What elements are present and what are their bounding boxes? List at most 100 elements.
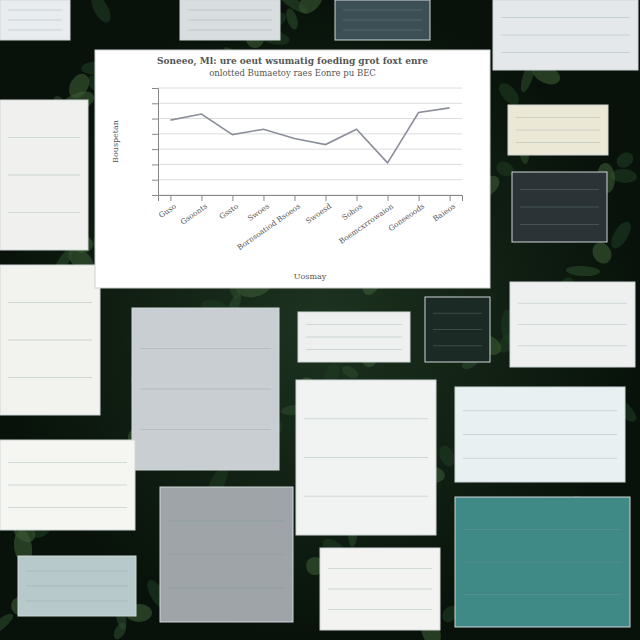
- grid-line: [158, 149, 462, 150]
- card-rule: [188, 20, 272, 21]
- card-rule: [501, 17, 630, 18]
- y-axis-title: Bouspetan: [111, 120, 120, 163]
- x-tick-mark: [201, 195, 202, 201]
- y-tick: [152, 119, 158, 120]
- leaf: [589, 239, 615, 267]
- grid-line: [158, 164, 462, 165]
- card-rule: [518, 345, 627, 346]
- x-tick-label: Sohos: [340, 202, 364, 223]
- card-rule: [8, 137, 80, 138]
- x-tick-label: Bornsoatiod Bsoeos: [235, 202, 302, 253]
- card-rule: [168, 554, 285, 555]
- x-tick: Swoes: [246, 195, 271, 223]
- card: [510, 282, 635, 367]
- x-tick: Gsoonts: [179, 195, 209, 227]
- card: [18, 556, 136, 616]
- card-rule: [463, 562, 622, 563]
- card-rule: [140, 348, 271, 349]
- y-tick-mark: [152, 88, 158, 89]
- card: [0, 440, 135, 530]
- x-tick-label: Gsoonts: [179, 202, 209, 227]
- card-rule: [343, 30, 422, 31]
- x-tick-label: Swoes: [246, 202, 271, 223]
- card-rule: [8, 462, 127, 463]
- plot-area: [170, 108, 449, 163]
- card-rule: [304, 457, 428, 458]
- x-tick-label: Baieos: [431, 202, 457, 224]
- x-tick-label: Guso: [157, 201, 178, 220]
- card-rule: [188, 30, 272, 31]
- card-rule: [306, 337, 402, 338]
- card: [512, 172, 607, 242]
- x-tick-label: Goneeoods: [387, 202, 427, 233]
- card-rule: [8, 212, 80, 213]
- x-tick: Gssto: [217, 195, 240, 221]
- grid-line: [158, 103, 462, 104]
- x-tick: Goneeoods: [387, 195, 427, 233]
- y-tick-mark: [152, 180, 158, 181]
- y-tick-mark: [152, 195, 158, 196]
- card: [0, 100, 88, 250]
- leaf: [495, 80, 523, 109]
- canvas: Soneeo, Ml: ure oeut wsumatig foeding gr…: [0, 0, 640, 640]
- card: [0, 265, 100, 415]
- x-tick-mark: [450, 195, 451, 201]
- x-tick-mark: [232, 195, 233, 201]
- card-rule: [516, 117, 600, 118]
- card-rule: [8, 377, 92, 378]
- card-rule: [304, 496, 428, 497]
- card-rule: [304, 418, 428, 419]
- leaf: [607, 219, 634, 252]
- leaf: [340, 363, 361, 381]
- x-tick: Sohos: [340, 195, 364, 222]
- x-tick-mark: [263, 195, 264, 201]
- card: [508, 105, 608, 155]
- card-rule: [306, 324, 402, 325]
- x-tick-mark: [326, 195, 327, 201]
- card-rule: [463, 434, 617, 435]
- card-rule: [463, 594, 622, 595]
- y-tick-mark: [152, 119, 158, 120]
- card-rule: [433, 329, 482, 330]
- card-rule: [8, 175, 80, 176]
- x-tick-label: Gssto: [217, 201, 240, 221]
- card: [160, 487, 293, 622]
- y-tick: [152, 134, 158, 135]
- leaf: [566, 265, 600, 277]
- grid-line: [158, 118, 462, 119]
- card-rule: [520, 207, 599, 208]
- x-axis-title: Uosmay: [294, 272, 327, 281]
- card-rule: [518, 303, 627, 304]
- card-rule: [501, 35, 630, 36]
- grid-line: [158, 133, 462, 134]
- card: [335, 0, 430, 40]
- card-rule: [8, 20, 62, 21]
- title: Soneeo, Ml: ure oeut wsumatig foeding gr…: [157, 56, 428, 67]
- card-rule: [501, 52, 630, 53]
- card-rule: [8, 485, 127, 486]
- y-tick: [152, 180, 158, 181]
- x-axis-line: [159, 196, 463, 202]
- card-rule: [140, 429, 271, 430]
- card: [0, 0, 70, 40]
- x-tick-mark: [388, 195, 389, 201]
- chart-panel: [95, 50, 490, 288]
- y-axis-line: [152, 89, 159, 196]
- card-rule: [168, 520, 285, 521]
- card-rule: [433, 345, 482, 346]
- grid-line: [158, 179, 462, 180]
- leaf: [0, 611, 16, 638]
- card-rule: [26, 586, 128, 587]
- card: [298, 312, 410, 362]
- y-tick: [152, 149, 158, 150]
- leaf: [65, 70, 93, 101]
- x-tick: Swoesd: [304, 195, 333, 226]
- grid: [158, 88, 462, 195]
- card: [455, 497, 630, 627]
- card-rule: [463, 458, 617, 459]
- card-rule: [26, 571, 128, 572]
- card: [132, 308, 279, 470]
- y-tick: [152, 103, 158, 104]
- y-tick-mark: [152, 134, 158, 135]
- card-rule: [26, 601, 128, 602]
